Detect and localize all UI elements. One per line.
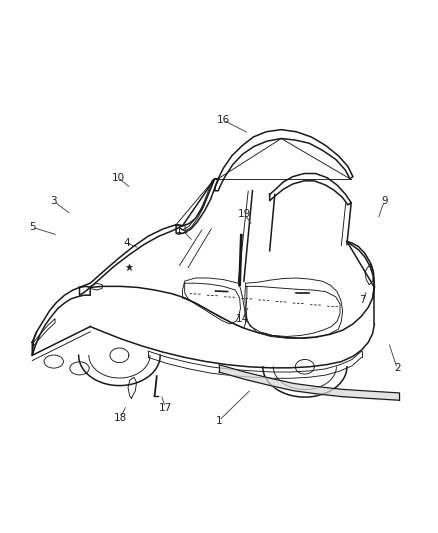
Text: 7: 7 <box>360 295 366 305</box>
Text: 4: 4 <box>124 238 130 248</box>
Text: 14: 14 <box>236 314 249 324</box>
Text: 11: 11 <box>176 225 189 235</box>
Text: 9: 9 <box>381 196 388 206</box>
Text: 2: 2 <box>394 364 400 373</box>
Text: 18: 18 <box>113 413 127 423</box>
Text: 16: 16 <box>217 115 230 125</box>
Text: 17: 17 <box>159 402 172 413</box>
Text: 10: 10 <box>112 173 125 183</box>
Text: 3: 3 <box>50 196 57 206</box>
Text: 5: 5 <box>29 222 35 232</box>
Text: 1: 1 <box>215 416 223 425</box>
Text: 19: 19 <box>238 209 251 219</box>
